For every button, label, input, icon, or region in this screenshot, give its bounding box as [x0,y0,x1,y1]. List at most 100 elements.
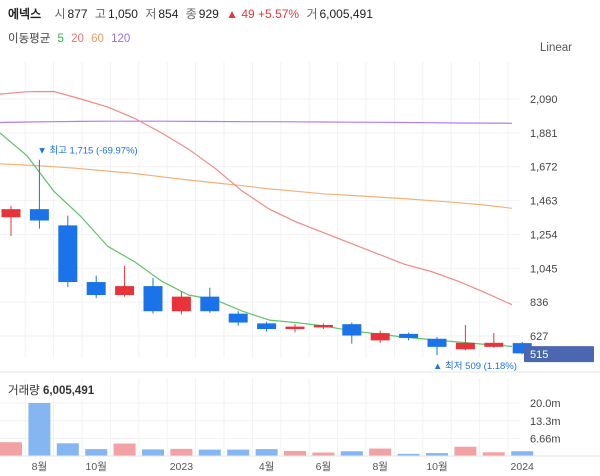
candle [399,332,419,341]
high-annotation: ▼ 최고 1,715 (-69.97%) [37,146,137,157]
change-value: ▲ 49 +5.57% [226,7,300,21]
volume-tick-label: 6.66m [530,433,561,445]
low-annotation: ▲ 최저 509 (1.18%) [433,361,517,372]
ma20-line [0,90,513,306]
candle [313,323,333,330]
candle [484,333,504,348]
volume-bar [454,446,477,456]
candle-body [427,338,447,347]
x-tick-label: 6월 [316,461,332,473]
volume-bar [369,448,392,456]
x-tick-label: 8월 [372,461,388,473]
volume-bar [340,451,363,456]
candle [86,275,106,299]
volume-bar [284,450,306,456]
candle [143,278,163,314]
volume-bar [255,449,278,456]
low-label: 저 [145,7,157,21]
candle-body [342,324,362,336]
volume-bar [397,453,420,456]
candle-body [257,323,277,330]
candle [228,311,248,326]
scale-toggle[interactable]: Linear [540,42,572,54]
candle-body [313,324,333,328]
volume-bar [0,442,22,456]
candle-body [200,296,220,312]
volume-bar [142,449,164,456]
open-value: 877 [67,7,88,21]
candle [200,287,220,313]
x-tick-label: 8월 [32,461,48,473]
current-price-tag [524,346,594,363]
ma120-legend: 120 [111,33,131,45]
candle-body [399,333,419,338]
volume-tick-label: 13.3m [530,416,561,428]
open-label: 시 [54,7,66,21]
volume-panel-value: 6,005,491 [42,385,95,397]
price-tick-label: 627 [530,331,548,343]
close-label: 종 [185,7,197,21]
x-tick-label: 2024 [511,461,535,473]
ma60-legend: 60 [91,33,104,45]
volume-tick-label: 20.0m [530,398,561,410]
candle [455,324,475,351]
candle-body [484,342,504,347]
candle [1,205,21,236]
volume-bar [113,443,136,456]
price-tick-label: 1,254 [530,229,558,241]
candle-body [228,313,248,323]
volume-bar [312,452,335,456]
stock-name: 에넥스 [8,7,42,21]
high-value: 1,050 [107,7,138,21]
ma5-legend: 5 [57,33,64,45]
price-tick-label: 836 [530,297,548,309]
price-tick-label: 2,090 [530,94,558,106]
volume-bar [482,452,505,456]
candle-body [58,225,78,283]
candle [285,324,305,333]
candle [171,291,191,315]
candle [115,265,135,297]
ma60-line [0,163,513,209]
candle [342,322,362,344]
candle-body [171,296,191,312]
x-tick-label: 10월 [426,461,447,473]
candle-body [370,333,390,341]
candle [512,341,532,355]
current-price-label: 515 [530,349,548,361]
volume-bar [170,448,193,456]
ma-label: 이동평균 [8,33,51,45]
candle-body [455,342,475,350]
candle-body [29,209,49,221]
candle [370,330,390,343]
volume-bar [511,451,534,456]
candle-body [143,286,163,312]
candle-body [285,326,305,330]
candle [29,159,49,229]
volume-panel-title: 거래량 [8,385,40,397]
price-tick-label: 1,881 [530,128,558,140]
price-tick-label: 1,463 [530,196,558,208]
high-label: 고 [94,7,106,21]
ma5-line [0,132,513,347]
candle [58,215,78,287]
volume-panel-label: 거래량 6,005,491 [8,382,94,398]
volume-bar [85,449,108,456]
volume-bar [426,453,448,456]
volume-value: 6,005,491 [319,7,373,21]
candle-body [1,209,21,218]
moving-average-legend[interactable]: 이동평균 5 20 60 120 [8,30,134,46]
x-tick-label: 4월 [259,461,275,473]
candle-body [512,343,532,354]
low-value: 854 [158,7,179,21]
candle-body [86,282,106,296]
ma20-legend: 20 [71,33,84,45]
volume-bar [56,443,79,456]
x-tick-label: 10월 [86,461,107,473]
candle-body [115,286,135,296]
x-tick-label: 2023 [170,461,194,473]
price-tick-label: 1,672 [530,162,558,174]
candle [257,321,277,332]
